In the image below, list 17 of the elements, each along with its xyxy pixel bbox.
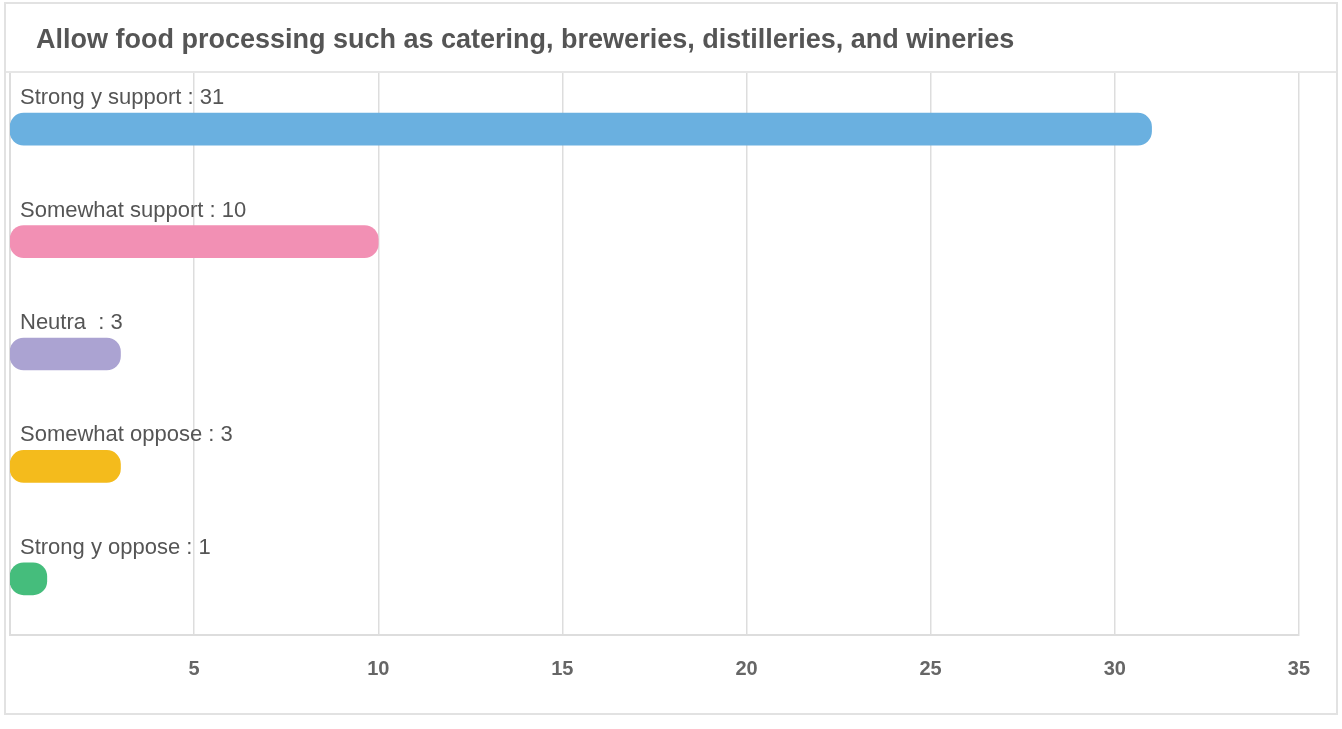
bar	[10, 450, 121, 483]
bar	[10, 225, 379, 258]
y-tick-label: Strong y support : 31	[20, 84, 225, 110]
y-tick-label: Strong y oppose : 1	[20, 533, 211, 559]
x-tick-label: 30	[1103, 656, 1126, 679]
x-tick-label: 15	[551, 656, 574, 679]
chart-title: Allow food processing such as catering, breweries, distilleries, and wineries	[6, 4, 1336, 73]
x-tick-label: 10	[367, 656, 390, 679]
bar	[10, 337, 121, 371]
x-tick-label: 35	[1287, 656, 1310, 679]
x-tick-label: 20	[735, 656, 758, 679]
y-tick-label: Somewhat support : 10	[20, 196, 247, 222]
y-tick-label: Neutra : 3	[20, 309, 123, 335]
x-tick-label: 5	[188, 656, 200, 679]
bar	[10, 112, 1152, 146]
y-tick-label: Somewhat oppose : 3	[20, 421, 233, 447]
x-tick-label: 25	[919, 656, 942, 679]
